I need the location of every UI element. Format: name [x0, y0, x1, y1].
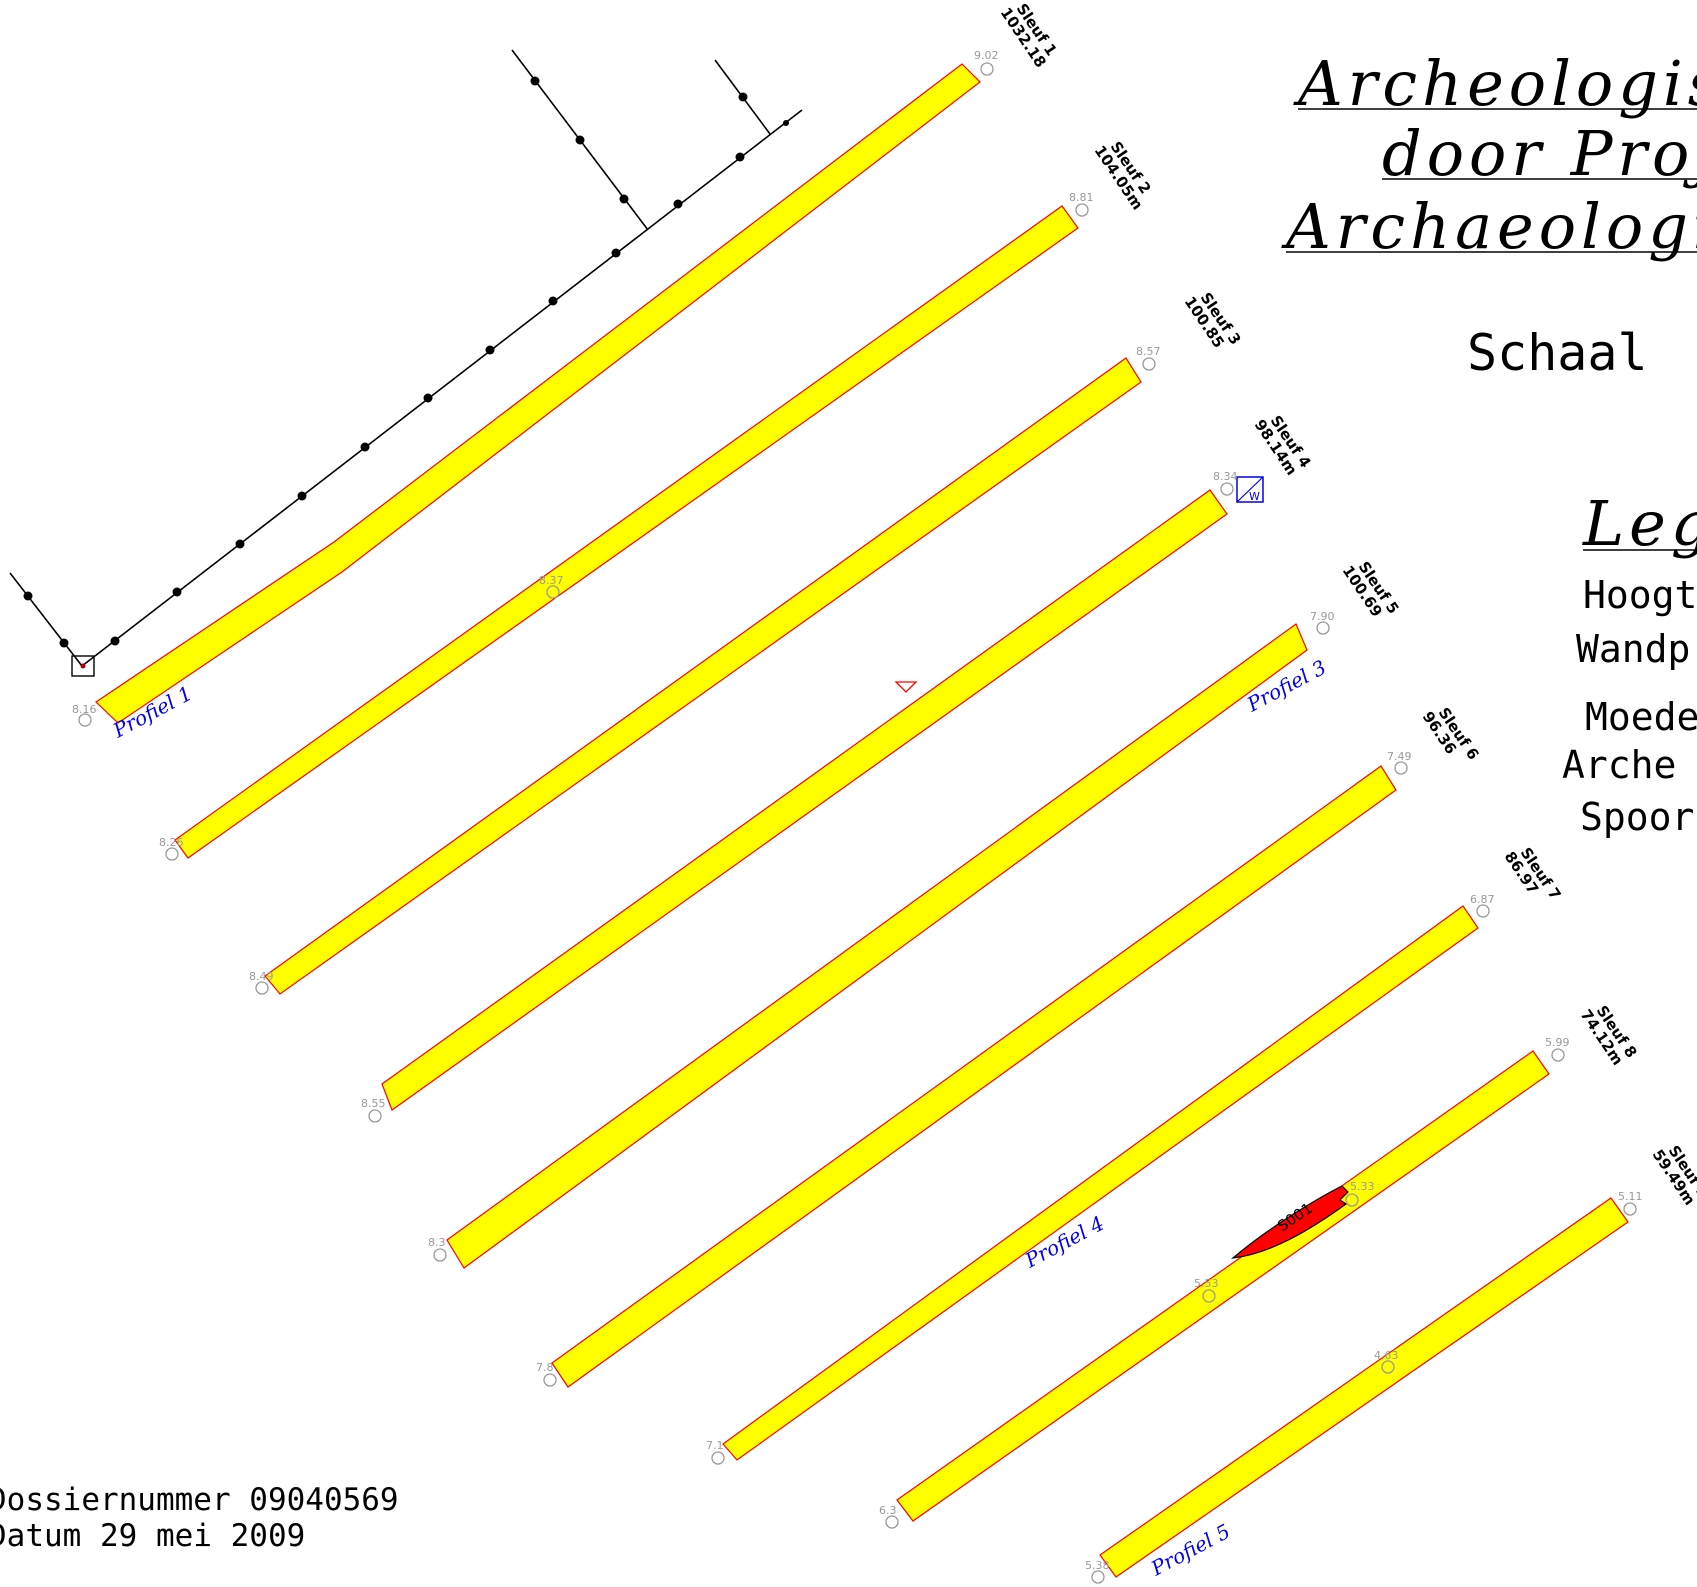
elev-end-3: 8.57: [1136, 345, 1161, 358]
title-line-3: Archaeologic: [1281, 190, 1697, 263]
trench-3[interactable]: [264, 357, 1142, 995]
elev-end-4: 8.34: [1213, 470, 1238, 483]
legend-heading: Lege: [1582, 487, 1697, 560]
trench-7[interactable]: [722, 905, 1479, 1461]
elev-start-2: 8.26: [159, 836, 184, 849]
boundary-line: [9, 49, 803, 668]
elev-start-1: 8.16: [72, 703, 97, 716]
dossier-number: Dossiernummer 09040569: [0, 1482, 399, 1518]
reference-marker-dot: [80, 663, 86, 669]
elev-start-8: 6.3: [879, 1504, 897, 1517]
elev-start-9: 5.38: [1085, 1559, 1110, 1572]
title-line-2: door Proj: [1382, 117, 1697, 190]
elev-mid-2: 5.33: [1350, 1180, 1375, 1193]
trench-8[interactable]: [896, 1050, 1550, 1522]
legend-item-4: Arche: [1562, 743, 1676, 787]
boundary-nodes: [23, 76, 789, 648]
wandpunt-marker: [1236, 476, 1264, 503]
elev-end-7: 6.87: [1470, 893, 1495, 906]
legend-item-1: Hoogt: [1583, 573, 1697, 617]
reference-marker: [71, 655, 95, 677]
title-line-1: Archeologisc: [1293, 47, 1697, 120]
trench-6[interactable]: [551, 765, 1397, 1388]
date-label: Datum 29 mei 2009: [0, 1518, 305, 1554]
trench-2[interactable]: [174, 205, 1079, 859]
elev-end-9: 5.11: [1618, 1190, 1643, 1203]
trench-4[interactable]: [381, 489, 1228, 1111]
elev-mid-1: 8.37: [539, 574, 564, 587]
feature-s001[interactable]: [1231, 1185, 1349, 1259]
wandpunt-label: W: [1249, 490, 1260, 503]
elev-start-4: 8.55: [361, 1097, 386, 1110]
elev-end-6: 7.49: [1387, 750, 1412, 763]
elev-end-8: 5.99: [1545, 1036, 1570, 1049]
elev-mid-4: 4.63: [1374, 1349, 1399, 1362]
trenches: [95, 63, 1629, 1578]
height-marker: [894, 681, 918, 693]
trench-5[interactable]: [446, 623, 1308, 1269]
legend-item-2: Wandp: [1576, 627, 1690, 671]
scale-label: Schaal: [1467, 324, 1648, 382]
elev-start-6: 7.8: [536, 1361, 554, 1374]
trench-9[interactable]: [1099, 1197, 1629, 1578]
trench-1[interactable]: [95, 63, 981, 724]
legend: Lege Hoogt Wandp Moede Arche Spoor: [1562, 487, 1697, 839]
elev-end-2: 8.81: [1069, 191, 1094, 204]
elev-end-5: 7.90: [1310, 610, 1335, 623]
elevation-points: [78, 62, 1637, 1584]
elev-start-5: 8.3: [428, 1236, 446, 1249]
legend-item-5: Spoor: [1580, 795, 1694, 839]
elev-start-3: 8.49: [249, 970, 274, 983]
elev-start-7: 7.1: [706, 1439, 724, 1452]
title-block: Archeologisc door Proj Archaeologic: [1281, 47, 1697, 263]
elev-end-1: 9.02: [974, 49, 999, 62]
elev-mid-3: 5.53: [1194, 1277, 1219, 1290]
legend-item-3: Moede: [1585, 695, 1697, 739]
